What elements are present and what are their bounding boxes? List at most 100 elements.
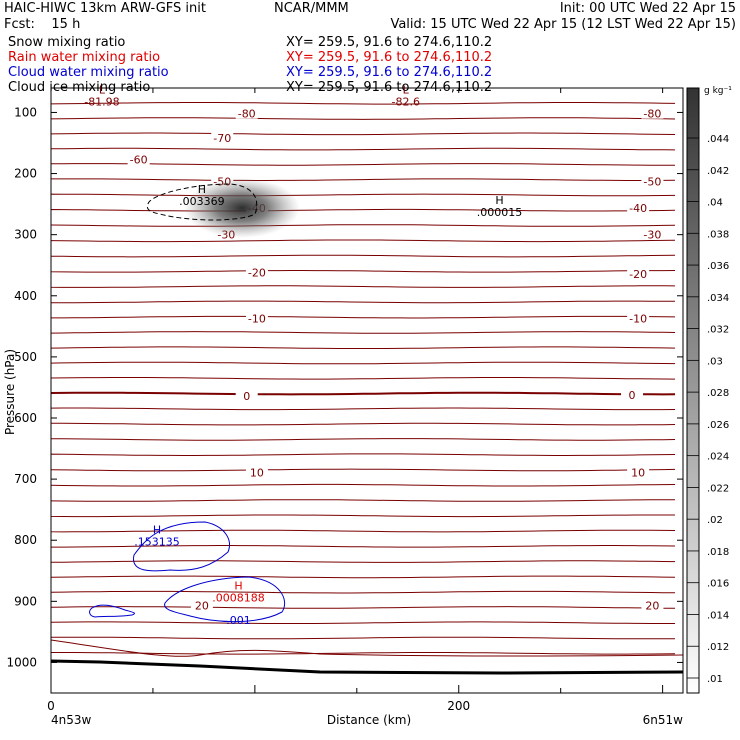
contour-label-bg — [641, 107, 664, 119]
colorbar-level-label: .036 — [707, 261, 729, 272]
temperature-contour-line — [51, 391, 676, 396]
temperature-contour-line — [51, 560, 676, 563]
extremum-letter: H — [198, 183, 206, 196]
extremum-value: .001 — [226, 614, 251, 627]
right-end-label: 6n51w — [643, 713, 684, 727]
extremum-letter: H — [495, 194, 503, 207]
temperature-contour-line — [51, 529, 676, 533]
colorbar-level-label: .016 — [707, 579, 729, 590]
temperature-contour-line — [51, 575, 676, 579]
y-tick-label: 300 — [14, 228, 37, 242]
temperature-contour-line — [51, 224, 676, 227]
extremum-value: .0008188 — [212, 592, 265, 605]
y-tick-label: 800 — [14, 533, 37, 547]
colorbar-level-label: .034 — [707, 293, 729, 304]
temperature-contour-line — [51, 514, 675, 518]
temperature-contour-line — [51, 315, 676, 319]
contour-label-bg — [641, 599, 664, 611]
left-end-label: 4n53w — [51, 713, 92, 727]
temperature-contour-line — [51, 636, 676, 640]
temperature-contour-line — [51, 422, 676, 426]
contour-label: 10 — [250, 466, 264, 479]
temperature-contour-line — [51, 300, 676, 304]
colorbar-unit: g kg⁻¹ — [704, 86, 732, 96]
temperature-contour-line — [51, 453, 676, 456]
temperature-contour-line — [51, 499, 675, 502]
y-tick-label: 100 — [14, 105, 37, 119]
y-tick-label: 1000 — [6, 655, 37, 669]
colorbar-level-label: .026 — [707, 420, 729, 431]
temperature-contour-line — [51, 117, 676, 120]
field-name-cloud-water: Cloud water mixing ratio — [8, 65, 169, 80]
temperature-contour-line — [51, 193, 676, 197]
contour-label: -60 — [130, 154, 148, 167]
colorbar — [686, 87, 700, 694]
extremum-value: -81.98 — [84, 95, 119, 108]
extremum-value: -82.6 — [392, 95, 420, 108]
temperature-contour-line — [51, 346, 676, 349]
colorbar-level-label: .012 — [707, 642, 729, 653]
extremum-value: .000015 — [477, 206, 523, 219]
contour-label: 10 — [631, 466, 645, 479]
colorbar-level-label: .044 — [707, 134, 729, 145]
colorbar-level-label: .022 — [707, 483, 729, 494]
contour-label: -20 — [248, 267, 266, 280]
temperature-contour-line — [51, 590, 676, 594]
source-label: NCAR/MMM — [274, 1, 349, 16]
colorbar-ticks: .01 .012 .014 .016 .018 .02 .022 .024 .026 .028 .0… — [687, 134, 729, 685]
colorbar-level-label: .01 — [707, 674, 723, 685]
terrain-line — [50, 659, 684, 675]
temperature-contour-line — [51, 254, 676, 258]
contour-label: 0 — [629, 389, 636, 402]
colorbar-level-label: .032 — [707, 325, 729, 336]
contour-label-bg — [235, 390, 258, 401]
temperature-contour-line — [51, 178, 676, 181]
contour-label: -20 — [629, 268, 647, 281]
temperature-contour-line — [51, 132, 676, 136]
field-xy-rain: XY= 259.5, 91.6 to 274.6,110.2 — [286, 50, 493, 65]
contour-label-bg — [627, 201, 650, 213]
temperature-contour-line — [51, 545, 676, 548]
contour-label: 20 — [195, 600, 209, 613]
colorbar-level-label: .04 — [707, 198, 723, 209]
extremum-value: .153135 — [134, 535, 180, 548]
temperature-contour-line — [51, 361, 676, 365]
field-name-rain: Rain water mixing ratio — [8, 50, 161, 65]
field-xy-cloud-water: XY= 259.5, 91.6 to 274.6,110.2 — [286, 65, 493, 80]
contour-label: -50 — [643, 176, 661, 189]
temperature-contour-line — [51, 621, 675, 624]
extremum-letter: H — [234, 580, 242, 593]
y-tick-label: 400 — [14, 289, 37, 303]
cloud-water-contour-upper — [133, 521, 230, 572]
contour-label-bg — [245, 266, 268, 278]
cloud-ice-contour — [146, 183, 258, 221]
temperature-contour-line — [51, 208, 676, 212]
temperature-contour-line — [51, 102, 676, 105]
colorbar-level-label: .03 — [707, 356, 723, 367]
temperature-contour-line — [51, 639, 683, 657]
valid-time: Valid: 15 UTC Wed 22 Apr 15 (12 LST Wed … — [390, 17, 736, 32]
cloud-water-contour-small — [89, 604, 135, 618]
contour-label-bg — [235, 107, 258, 119]
colorbar-level-label: .014 — [707, 610, 729, 621]
contour-label-bg — [211, 132, 234, 144]
y-tick-label: 200 — [14, 167, 37, 181]
contour-label: -80 — [643, 108, 661, 121]
temperature-contour-line — [51, 483, 676, 487]
temperature-contours: -80-80-70-60-50-50-40-40-30-30-20-20-10-… — [51, 102, 683, 657]
contour-label-bg — [627, 267, 650, 279]
x-tick-label: 0 — [47, 699, 55, 713]
y-tick-label: 600 — [14, 411, 37, 425]
temperature-contour-line — [51, 331, 676, 334]
contour-label-bg — [245, 466, 268, 478]
contour-label-bg — [621, 388, 644, 400]
field-name-snow: Snow mixing ratio — [8, 35, 126, 50]
contour-label-bg — [627, 312, 650, 324]
temperature-contour-line — [51, 270, 676, 273]
extremum-letter: H — [153, 523, 161, 536]
contour-label: -70 — [213, 132, 231, 145]
model-title: HAIC-HIWC 13km ARW-GFS init — [4, 1, 206, 16]
colorbar-level-label: .038 — [707, 229, 729, 240]
